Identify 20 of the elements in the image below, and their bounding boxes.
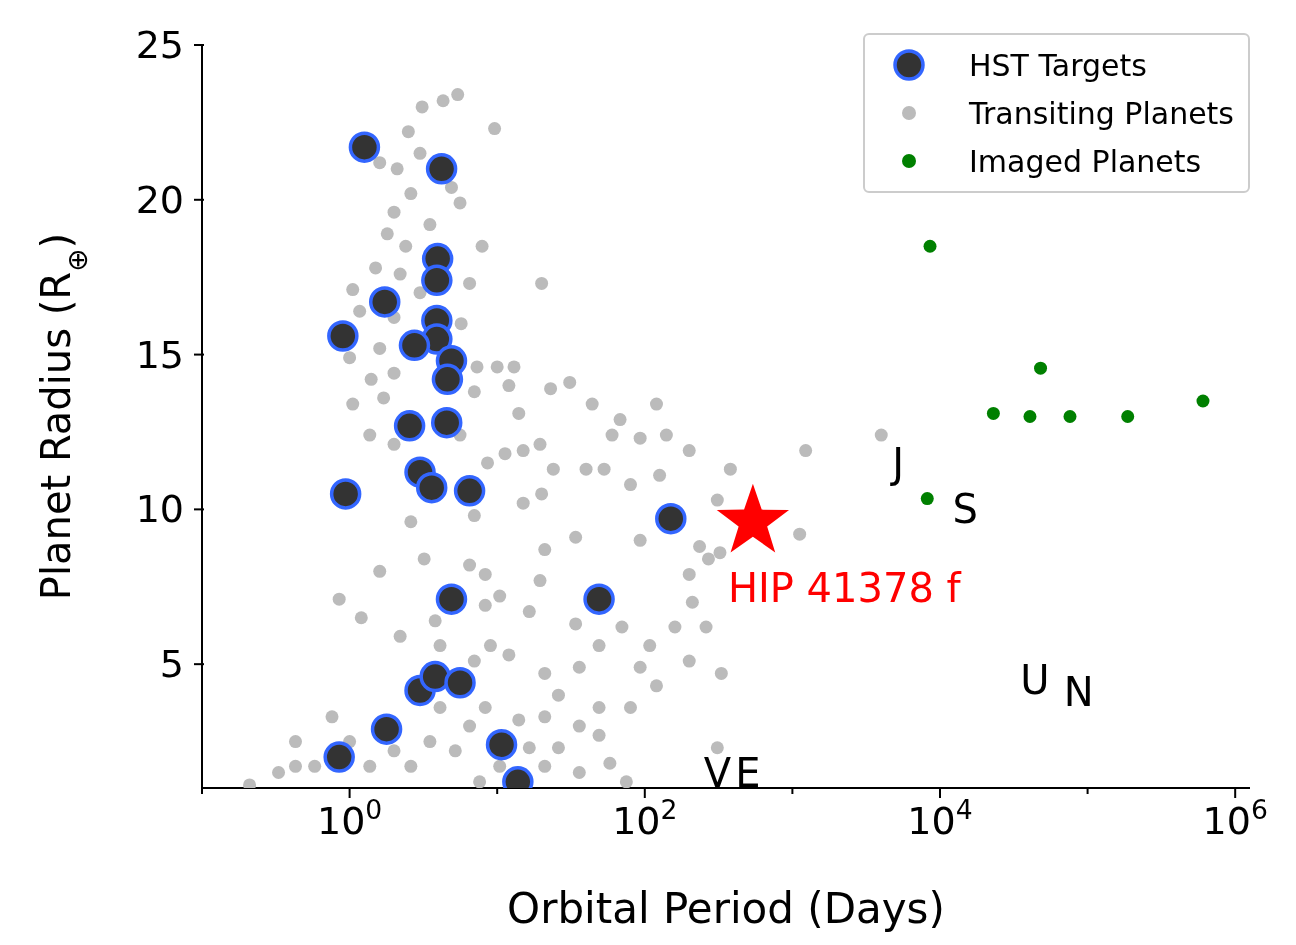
x-tick-label: 10$^{0}$: [316, 793, 383, 843]
y-tick-label: 5: [159, 642, 184, 687]
x-axis-title: Orbital Period (Days): [507, 884, 945, 933]
annotation: HIP 41378 f: [727, 564, 962, 611]
legend-label: Imaged Planets: [969, 143, 1202, 179]
annotation: V: [703, 749, 732, 796]
y-tick-label: 25: [135, 23, 184, 67]
x-tick-label: 10$^{2}$: [612, 793, 678, 843]
x-tick-label: 10$^{4}$: [907, 793, 973, 843]
y-tick-label: 20: [135, 177, 184, 222]
annotation: J: [889, 439, 904, 486]
annotation: E: [735, 749, 761, 796]
annotation: U: [1020, 656, 1050, 703]
annotation: S: [952, 486, 978, 533]
annotation: N: [1063, 669, 1094, 716]
y-tick-label: 15: [135, 332, 184, 377]
legend-label: Transiting Planets: [969, 95, 1234, 131]
x-tick-label: 10$^{6}$: [1202, 793, 1268, 843]
legend-label: HST Targets: [969, 47, 1147, 83]
y-tick-label: 10: [135, 487, 184, 532]
